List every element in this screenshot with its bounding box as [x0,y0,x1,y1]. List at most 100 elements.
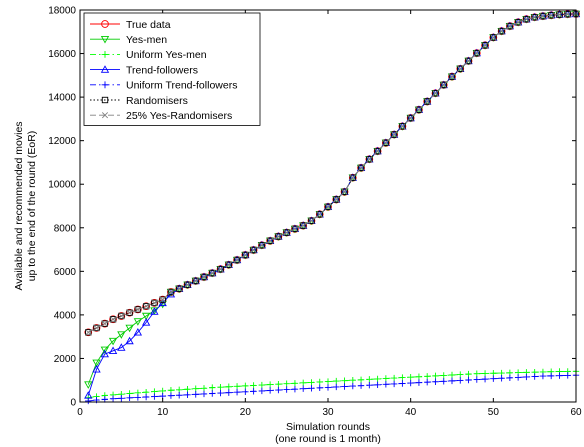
data-point [142,302,150,311]
data-point [308,217,315,224]
data-point [101,320,108,327]
data-point [250,246,257,254]
x-axis-label: (one round is 1 month) [275,433,381,445]
data-point [84,328,93,337]
data-point [192,277,199,284]
y-tick-label: 16000 [48,49,76,60]
legend-marker [100,36,110,44]
data-point [258,242,266,249]
data-point [357,376,365,383]
data-point [490,375,497,382]
data-point [424,98,431,105]
data-point [300,222,307,229]
data-point [108,346,118,354]
data-point [457,377,464,384]
data-point [117,343,126,351]
data-point [473,376,480,383]
data-point [366,156,373,163]
data-point [110,316,117,323]
data-point [316,384,323,392]
x-tick-label: 40 [405,407,417,418]
data-point [457,65,464,72]
data-point [324,203,332,211]
data-point [415,106,423,113]
data-point [308,379,315,386]
data-point [200,273,208,281]
legend-marker [101,81,109,89]
data-point [167,387,175,394]
data-point [117,312,126,320]
data-point [167,288,175,296]
data-point [407,114,414,122]
data-point [258,242,265,249]
data-point [176,386,183,394]
data-point [275,233,282,240]
data-point [514,374,522,381]
data-point [324,378,332,385]
data-point [233,389,241,396]
legend-marker [101,112,109,119]
data-point [118,312,125,320]
data-point [390,380,398,388]
data-point [506,22,514,30]
data-point [506,23,513,30]
data-point [300,222,307,229]
data-point [440,81,447,88]
data-point [407,114,414,122]
data-point [126,394,133,402]
data-point [415,106,422,113]
data-point [109,395,117,402]
data-point [457,371,464,378]
data-point [481,375,489,383]
data-point [300,385,307,392]
data-point [440,378,447,385]
legend-entry: Uniform Yes-men [90,49,207,61]
data-point [250,382,257,389]
data-point [150,307,159,315]
data-point [316,378,323,386]
data-point [200,385,208,392]
data-point [473,49,480,57]
y-tick-label: 18000 [48,6,76,17]
data-point [118,395,125,402]
data-point [432,90,439,97]
x-tick-label: 30 [322,407,334,418]
data-point [432,372,439,380]
legend-entry: Uniform Trend-followers [90,80,237,92]
data-point [258,387,266,395]
data-point [333,196,340,203]
y-tick-label: 12000 [48,136,76,147]
data-point [100,346,109,355]
data-point [151,299,158,307]
data-point [556,372,563,379]
series-layer [84,9,581,405]
legend-label: Uniform Trend-followers [126,80,237,92]
y-tick-label: 6000 [54,267,77,278]
data-point [424,373,431,380]
data-point [200,273,208,281]
data-point [234,256,241,264]
data-point [481,370,489,377]
data-point [399,123,406,130]
data-point [93,324,100,331]
data-point [275,380,282,388]
data-point [465,57,472,64]
series-4 [85,372,580,405]
data-point [275,233,282,240]
y-tick-label: 10000 [48,180,76,191]
data-point [448,73,456,80]
data-point [192,277,199,285]
data-point [523,16,530,23]
legend-label: Randomisers [126,95,188,107]
data-point [109,315,117,324]
data-point [126,309,133,316]
data-point [143,303,150,310]
data-point [490,34,497,41]
data-point [564,372,571,379]
data-point [192,391,199,398]
data-point [490,34,497,41]
data-point [184,391,191,399]
data-point [217,389,224,397]
data-point [424,98,431,105]
